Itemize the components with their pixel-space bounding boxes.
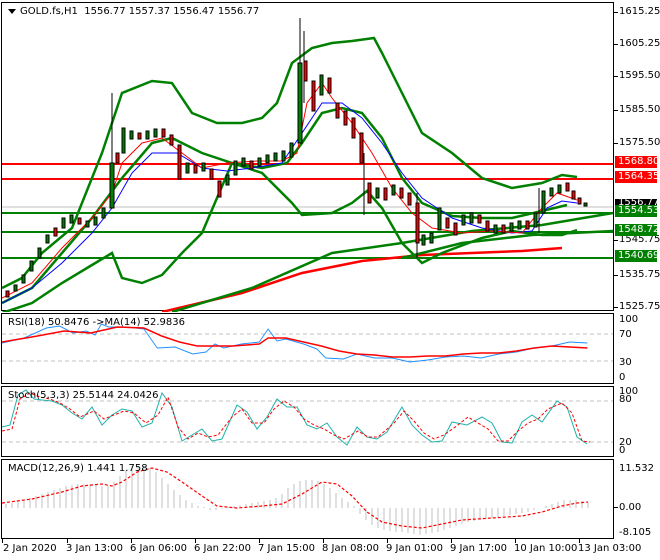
stoch-axis-label: 0 bbox=[619, 445, 626, 456]
time-axis-label: 13 Jan 03:00 bbox=[578, 543, 642, 554]
collapse-arrow-icon[interactable] bbox=[8, 8, 16, 14]
rsi-title: RSI(18) 50.8476 ->MA(14) 52.9836 bbox=[8, 317, 185, 328]
rsi-axis-label: 70 bbox=[619, 329, 632, 340]
macd-axis-label: -8.105 bbox=[619, 527, 652, 538]
price-chart-pane[interactable]: GOLD.fs,H1 1556.77 1557.37 1556.47 1556.… bbox=[1, 2, 614, 312]
macd-axis-label: 0.00 bbox=[619, 502, 642, 513]
macd-title: MACD(12,26,9) 1.441 1.758 bbox=[8, 463, 148, 474]
rsi-axis-label: 100 bbox=[619, 314, 639, 325]
stoch-axis-label: 100 bbox=[619, 386, 639, 397]
rsi-pane[interactable]: RSI(18) 50.8476 ->MA(14) 52.9836 bbox=[1, 313, 614, 384]
rsi-axis-label: 30 bbox=[619, 357, 632, 368]
time-axis-label: 10 Jan 10:00 bbox=[514, 543, 578, 554]
rsi-axis-label: 0 bbox=[619, 372, 626, 383]
candles bbox=[5, 18, 588, 298]
macd-canvas bbox=[2, 466, 589, 535]
price-axis-label: 1605.25 bbox=[619, 38, 660, 49]
price-axis-label: 1545.75 bbox=[619, 234, 660, 245]
time-axis-label: 9 Jan 01:00 bbox=[386, 543, 443, 554]
time-axis-label: 6 Jan 22:00 bbox=[194, 543, 251, 554]
level-tag-support-1: 1554.53 bbox=[615, 205, 659, 217]
ohlc-values: 1556.77 1557.37 1556.47 1556.77 bbox=[84, 6, 260, 17]
level-tag-resistance-1: 1568.80 bbox=[615, 156, 659, 168]
price-axis-label: 1525.75 bbox=[619, 301, 660, 312]
macd-histogram bbox=[5, 466, 589, 535]
price-axis-label: 1595.50 bbox=[619, 70, 660, 81]
rsi-canvas bbox=[2, 323, 613, 363]
stoch-axis-label: 80 bbox=[619, 394, 632, 405]
stochastic-title: Stoch(5,3,3) 25.5144 24.0426 bbox=[8, 390, 159, 401]
time-axis-label: 8 Jan 08:00 bbox=[322, 543, 379, 554]
time-axis-label: 6 Jan 06:00 bbox=[130, 543, 187, 554]
level-tag-support-2: 1548.72 bbox=[615, 224, 659, 236]
time-axis-label: 7 Jan 15:00 bbox=[258, 543, 315, 554]
time-axis-label: 9 Jan 17:00 bbox=[450, 543, 507, 554]
current-price-tag: 1556.77 bbox=[615, 199, 657, 207]
level-tag-support-3: 1540.69 bbox=[615, 250, 659, 262]
time-axis-label: 3 Jan 13:00 bbox=[66, 543, 123, 554]
stochastic-canvas bbox=[2, 389, 613, 446]
stoch-axis-label: 20 bbox=[619, 437, 632, 448]
chart-title: GOLD.fs,H1 1556.77 1557.37 1556.47 1556.… bbox=[8, 6, 259, 17]
macd-axis-label: 11.532 bbox=[619, 463, 654, 474]
price-chart-canvas bbox=[2, 18, 614, 312]
macd-pane[interactable]: MACD(12,26,9) 1.441 1.758 bbox=[1, 459, 614, 539]
stochastic-pane[interactable]: Stoch(5,3,3) 25.5144 24.0426 bbox=[1, 386, 614, 457]
price-axis-label: 1615.25 bbox=[619, 6, 660, 17]
time-axis-label: 2 Jan 2020 bbox=[3, 543, 57, 554]
price-axis-label: 1585.50 bbox=[619, 104, 660, 115]
level-tag-resistance-2: 1564.35 bbox=[615, 171, 659, 183]
price-axis-label: 1535.75 bbox=[619, 269, 660, 280]
symbol-label: GOLD.fs,H1 bbox=[20, 6, 78, 17]
price-axis-label: 1575.50 bbox=[619, 137, 660, 148]
